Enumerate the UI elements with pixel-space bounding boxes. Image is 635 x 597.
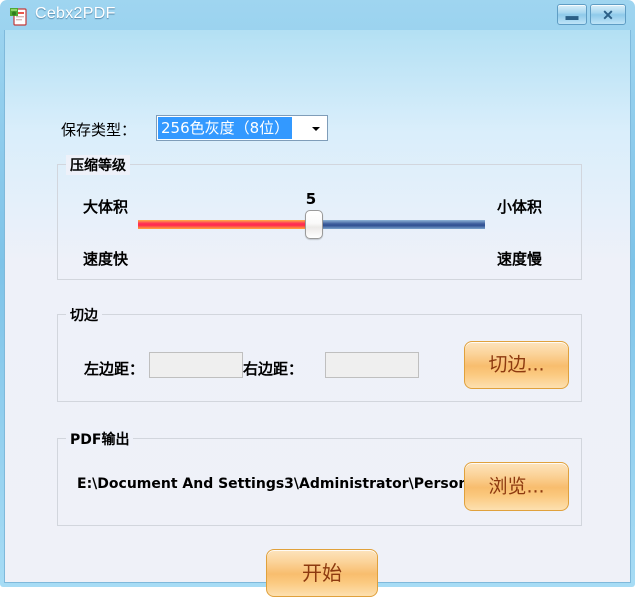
chevron-down-icon <box>312 127 320 131</box>
window-title: Cebx2PDF <box>35 5 116 22</box>
left-margin-label: 左边距： <box>84 360 145 378</box>
slider-track-right <box>316 220 485 229</box>
client-area: 保存类型： 256色灰度（8位） 压缩等级 大体积 速度快 小体积 速度慢 5 <box>4 30 631 597</box>
start-button[interactable]: 开始 <box>266 549 378 597</box>
minimize-button[interactable]: ▬ <box>557 4 587 25</box>
save-type-selected-value: 256色灰度（8位） <box>158 117 293 139</box>
app-document-icon <box>8 5 30 27</box>
close-icon: ✕ <box>602 7 614 23</box>
slider-label-slow-speed: 速度慢 <box>497 250 543 268</box>
compression-slider-thumb[interactable] <box>305 210 323 239</box>
slider-value-label: 5 <box>305 190 317 208</box>
save-type-label: 保存类型： <box>61 121 137 139</box>
compression-group-title: 压缩等级 <box>66 155 130 175</box>
slider-label-large-size: 大体积 <box>83 198 129 216</box>
title-bar[interactable]: Cebx2PDF ▬ ✕ <box>4 3 631 30</box>
window-frame-inner: Cebx2PDF ▬ ✕ 保存类型： 256色灰度（8位） 压缩等级 大体积 <box>4 3 631 597</box>
crop-group: 切边 <box>57 305 582 402</box>
left-margin-input[interactable] <box>149 352 243 378</box>
right-margin-input[interactable] <box>325 352 419 378</box>
compression-group: 压缩等级 <box>57 155 582 280</box>
crop-button-label: 切边... <box>488 353 545 376</box>
pdf-output-path: E:\Document And Settings3\Administrator\… <box>77 476 477 492</box>
browse-button-label: 浏览... <box>488 475 545 497</box>
close-button[interactable]: ✕ <box>590 4 626 25</box>
pdf-output-group: PDF输出 <box>57 429 582 526</box>
pdf-output-group-title: PDF输出 <box>66 429 134 449</box>
save-type-combobox[interactable]: 256色灰度（8位） <box>156 115 328 141</box>
crop-button[interactable]: 切边... <box>464 341 569 389</box>
combo-arrow-button[interactable] <box>306 117 326 139</box>
crop-group-title: 切边 <box>66 305 102 325</box>
start-button-label: 开始 <box>302 561 342 585</box>
slider-label-fast-speed: 速度快 <box>83 250 129 268</box>
right-margin-label: 右边距： <box>243 360 304 378</box>
slider-label-small-size: 小体积 <box>497 198 543 216</box>
browse-button[interactable]: 浏览... <box>464 462 569 511</box>
compression-slider-track[interactable] <box>138 220 485 229</box>
slider-track-left <box>138 220 316 229</box>
minimize-icon: ▬ <box>565 8 579 23</box>
